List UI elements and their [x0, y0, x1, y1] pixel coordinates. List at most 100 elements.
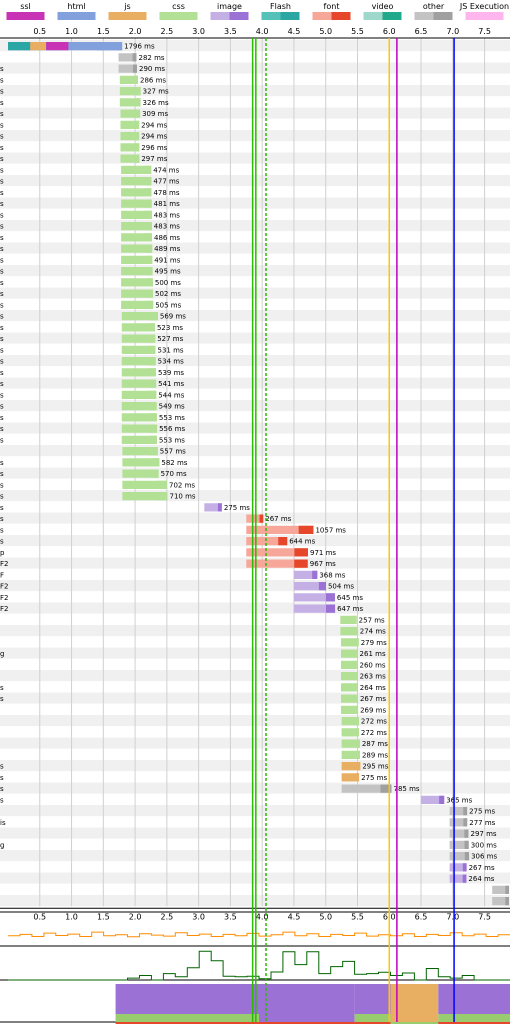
request-bar-download: [148, 368, 156, 377]
request-bar-download: [146, 300, 154, 309]
request-row: 260 ms: [340, 660, 386, 669]
row-label: s: [0, 796, 4, 804]
request-bar-download: [135, 120, 140, 129]
thread-paint-band: [115, 1014, 259, 1022]
request-bar-download: [463, 807, 468, 816]
tick-label: 4.5: [288, 27, 301, 36]
request-row: s 309 ms: [0, 109, 169, 118]
row-stripe: [0, 377, 510, 389]
legend-swatch-download: [433, 12, 453, 20]
request-bar-wait: [293, 582, 326, 591]
request-duration-label: 527 ms: [157, 335, 183, 343]
request-row: s 505 ms: [0, 300, 182, 309]
row-stripe: [0, 895, 510, 907]
request-duration-label: 260 ms: [359, 661, 385, 669]
request-bar-download: [463, 818, 468, 827]
request-row: 274 ms: [340, 627, 386, 636]
request-duration-label: 267 ms: [265, 515, 291, 523]
request-row: g 261 ms: [0, 649, 386, 658]
legend-swatch-wait: [465, 12, 485, 20]
request-duration-label: 785 ms: [393, 785, 419, 793]
row-stripe: [0, 636, 510, 648]
request-row: 257 ms: [340, 615, 385, 624]
request-bar-wait: [121, 255, 153, 264]
request-bar-wait: [122, 469, 159, 478]
request-row: 275 ms: [449, 807, 496, 816]
legend-item-image: image: [210, 2, 249, 20]
request-row: 289 ms: [341, 750, 388, 759]
request-bar-download: [259, 514, 264, 523]
request-bar-wait: [122, 480, 167, 489]
request-bar-download: [148, 345, 156, 354]
request-duration-label: 483 ms: [154, 223, 180, 231]
cpu-utilization-graph: [0, 911, 510, 947]
tick-label: 5.0: [319, 27, 332, 36]
request-row: F2 647 ms: [0, 604, 363, 613]
request-bar-wait: [340, 660, 358, 669]
row-stripe: [0, 107, 510, 119]
legend-swatch-download: [280, 12, 300, 20]
request-row: s 477 ms: [0, 177, 180, 186]
request-bar-wait: [204, 503, 222, 512]
request-row: s 267 ms: [0, 514, 292, 523]
request-bar-download: [144, 199, 152, 208]
row-stripe: [0, 96, 510, 108]
request-duration-label: 274 ms: [360, 628, 386, 636]
row-stripe: [0, 703, 510, 715]
row-label: s: [0, 234, 4, 242]
legend-label: Flash: [270, 2, 291, 11]
row-stripe: [0, 343, 510, 355]
row-label: s: [0, 763, 4, 771]
request-duration-label: 261 ms: [360, 650, 386, 658]
request-duration-label: 549 ms: [159, 403, 185, 411]
request-row: s 483 ms: [0, 222, 180, 231]
row-stripe: [0, 366, 510, 378]
request-duration-label: 478 ms: [153, 189, 179, 197]
request-row: s 286 ms: [0, 75, 166, 84]
request-duration-label: 272 ms: [361, 718, 387, 726]
request-bar-download: [135, 98, 141, 107]
request-bar-wait: [121, 199, 152, 208]
legend-swatch-download: [331, 12, 351, 20]
request-bar-wait: [341, 762, 361, 771]
request-duration-label: 971 ms: [310, 549, 336, 557]
row-stripe: [0, 883, 510, 895]
request-row: s 523 ms: [0, 323, 183, 332]
request-duration-label: 702 ms: [169, 481, 195, 489]
request-bar-download: [157, 492, 168, 501]
row-stripe: [0, 40, 510, 52]
request-bar-wait: [492, 897, 509, 906]
request-bar-download: [144, 188, 152, 197]
request-bar-download: [148, 379, 157, 388]
tick-label: 1.0: [65, 27, 78, 36]
legend-swatch-wait: [261, 12, 281, 20]
legend-swatch-download: [484, 12, 504, 20]
tick-label: 2.0: [129, 27, 142, 36]
request-row: F 368 ms: [0, 570, 346, 579]
row-stripe: [0, 163, 510, 175]
request-duration-label: 556 ms: [159, 425, 185, 433]
legend-swatch-download: [178, 12, 198, 20]
request-bar-download: [149, 312, 158, 321]
request-row: s 534 ms: [0, 357, 184, 366]
request-bar-download: [354, 694, 358, 703]
request-duration-label: 257 ms: [359, 616, 385, 624]
row-label: s: [0, 211, 4, 219]
request-duration-label: 474 ms: [153, 166, 179, 174]
request-bar-download: [148, 357, 156, 366]
legend-swatch-wait: [159, 12, 179, 20]
request-bar-download: [294, 548, 308, 557]
request-duration-label: 553 ms: [159, 414, 185, 422]
request-bar-wait: [121, 368, 156, 377]
tick-label: 6.5: [415, 27, 428, 36]
row-stripe: [0, 411, 510, 423]
request-bar-download: [149, 424, 158, 433]
request-bar-download: [354, 705, 359, 714]
row-stripe: [0, 737, 510, 749]
row-label: s: [0, 189, 4, 197]
request-duration-label: 365 ms: [446, 796, 472, 804]
request-bar-download: [355, 739, 360, 748]
cpu-line: [8, 931, 510, 938]
row-label: s: [0, 504, 4, 512]
legend-swatch-wait: [363, 12, 383, 20]
